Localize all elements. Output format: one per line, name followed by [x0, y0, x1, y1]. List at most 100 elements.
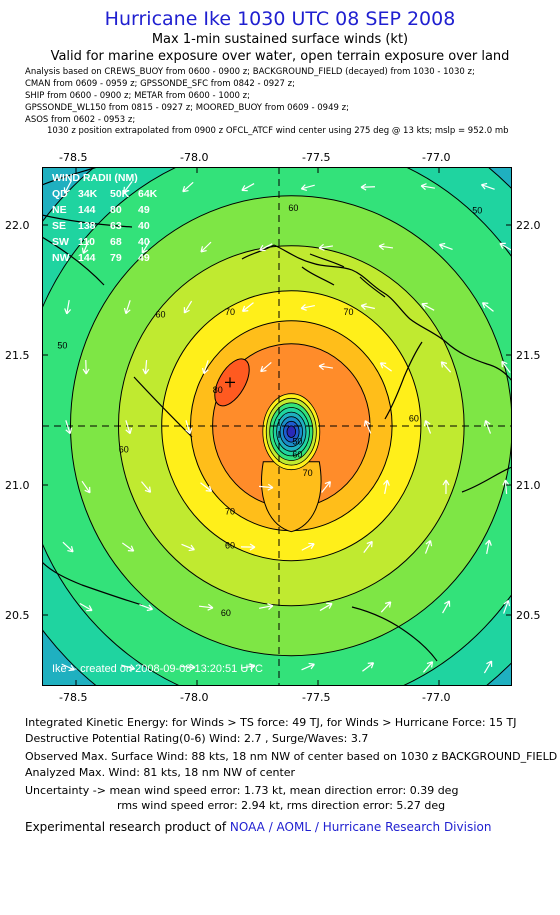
wind-arrow — [300, 184, 315, 192]
wind-arrow — [501, 360, 511, 374]
contour-label: 60 — [409, 413, 419, 423]
wind-radii-cell: 49 — [138, 252, 150, 264]
wind-radii-cell: NE — [52, 204, 67, 216]
lat-tick-label: 21.0 — [516, 479, 541, 492]
lon-tick-label: -77.5 — [302, 151, 331, 164]
wind-arrow — [123, 181, 133, 194]
wind-arrow — [360, 183, 376, 191]
wind-arrow — [62, 541, 74, 553]
wind-arrow — [200, 241, 212, 253]
contour-label: 60 — [292, 450, 302, 460]
lat-tick-label: 21.5 — [516, 349, 541, 362]
lat-tick-label: 21.0 — [5, 479, 30, 492]
contour-label: 60 — [221, 608, 231, 618]
wind-radii-cell: 79 — [110, 252, 122, 264]
wind-arrow — [63, 180, 72, 194]
wind-arrow — [442, 600, 451, 614]
contour-label: 60 — [225, 540, 235, 550]
wind-arrow — [61, 663, 75, 672]
wind-arrow — [81, 480, 91, 494]
wind-arrow — [198, 603, 214, 611]
contour-label: 70 — [225, 307, 235, 317]
wind-arrow — [360, 303, 375, 310]
max-wind-marker — [225, 377, 235, 388]
contour-label: 50 — [57, 341, 67, 351]
position-note: 1030 z position extrapolated from 0900 z… — [47, 126, 509, 136]
noaa-link[interactable]: NOAA / AOML / Hurricane Research Divisio… — [229, 820, 492, 834]
wind-arrow — [121, 542, 135, 552]
wind-arrow — [379, 362, 392, 372]
wind-arrow — [181, 543, 195, 552]
wind-arrow — [259, 243, 273, 252]
wind-radii-cell: 110 — [78, 236, 95, 248]
lon-tick-label: -77.0 — [422, 151, 451, 164]
contour-label: 50 — [292, 437, 302, 447]
rating-stat: Destructive Potential Rating(0-6) Wind: … — [25, 732, 369, 745]
observed-max-wind: Observed Max. Surface Wind: 88 kts, 18 n… — [25, 750, 558, 763]
wind-arrow — [142, 359, 150, 375]
wind-arrow — [319, 602, 333, 612]
wind-arrow — [141, 240, 151, 254]
wind-arrow — [259, 603, 274, 611]
wind-arrow — [241, 183, 255, 192]
wind-arrow — [440, 361, 452, 373]
lat-tick-label: 20.5 — [5, 609, 30, 622]
wind-arrow — [421, 302, 435, 311]
wind-arrows — [61, 180, 512, 674]
wind-radii-cell: SE — [52, 220, 66, 232]
contour-label: 80 — [213, 385, 223, 395]
wind-arrow — [318, 363, 334, 371]
wind-arrow — [65, 420, 73, 435]
lon-tick-label: -77.0 — [422, 691, 451, 704]
wind-arrow — [422, 661, 434, 673]
wind-radii-cell: 49 — [138, 204, 150, 216]
ike-stat: Integrated Kinetic Energy: for Winds > T… — [25, 716, 517, 729]
wind-arrow — [420, 183, 435, 191]
lat-tick-label: 22.0 — [516, 219, 541, 232]
wind-arrow — [79, 602, 93, 612]
lat-tick-label: 22.0 — [5, 219, 30, 232]
wind-arrow — [378, 243, 394, 251]
lon-tick-label: -78.0 — [180, 151, 209, 164]
wind-arrow — [301, 542, 315, 551]
uncertainty-mean: Uncertainty -> mean wind speed error: 1.… — [25, 784, 459, 797]
wind-arrow — [480, 182, 495, 190]
wind-radii-cell: SW — [52, 236, 69, 248]
wind-arrow — [438, 242, 453, 251]
wind-arrow — [141, 481, 152, 493]
wind-radii-header: 64K — [138, 188, 158, 200]
wind-radii-header: QD — [52, 188, 68, 200]
contour-label: 70 — [303, 468, 313, 478]
source-line: Analysis based on CREWS_BUOY from 0600 -… — [25, 67, 475, 77]
wind-arrow — [503, 599, 511, 614]
map-credit: Ike -- created on 2008-09-08 13:20:51 UT… — [52, 663, 263, 675]
wind-arrow — [321, 480, 331, 493]
wind-arrow — [318, 243, 334, 251]
wind-arrow — [64, 300, 72, 315]
contour-label: 60 — [119, 444, 129, 454]
source-line: CMAN from 0609 - 0959 z; GPSSONDE_SFC fr… — [25, 79, 295, 89]
wind-arrow — [82, 359, 90, 375]
wind-radii-cell: 80 — [110, 204, 122, 216]
coastline — [42, 167, 512, 662]
wind-radii-cell: 40 — [138, 236, 150, 248]
wind-arrow — [423, 420, 432, 434]
wind-arrow — [182, 181, 194, 193]
wind-arrow — [139, 604, 154, 612]
wind-arrow — [258, 483, 274, 491]
wind-arrow — [260, 361, 272, 373]
contour-label: 70 — [344, 307, 354, 317]
eye-ring — [286, 425, 297, 438]
lon-tick-label: -78.5 — [59, 151, 88, 164]
analyzed-max-wind: Analyzed Max. Wind: 81 kts, 18 nm NW of … — [25, 766, 296, 779]
wind-radii-header: 50K — [110, 188, 130, 200]
wind-arrow — [483, 660, 493, 674]
wind-arrow — [442, 479, 450, 495]
contour-label: 50 — [472, 206, 482, 216]
lat-tick-label: 21.5 — [5, 349, 30, 362]
wind-arrow — [180, 663, 196, 671]
wind-radii-cell: NW — [52, 252, 70, 264]
wind-arrow — [123, 300, 131, 315]
